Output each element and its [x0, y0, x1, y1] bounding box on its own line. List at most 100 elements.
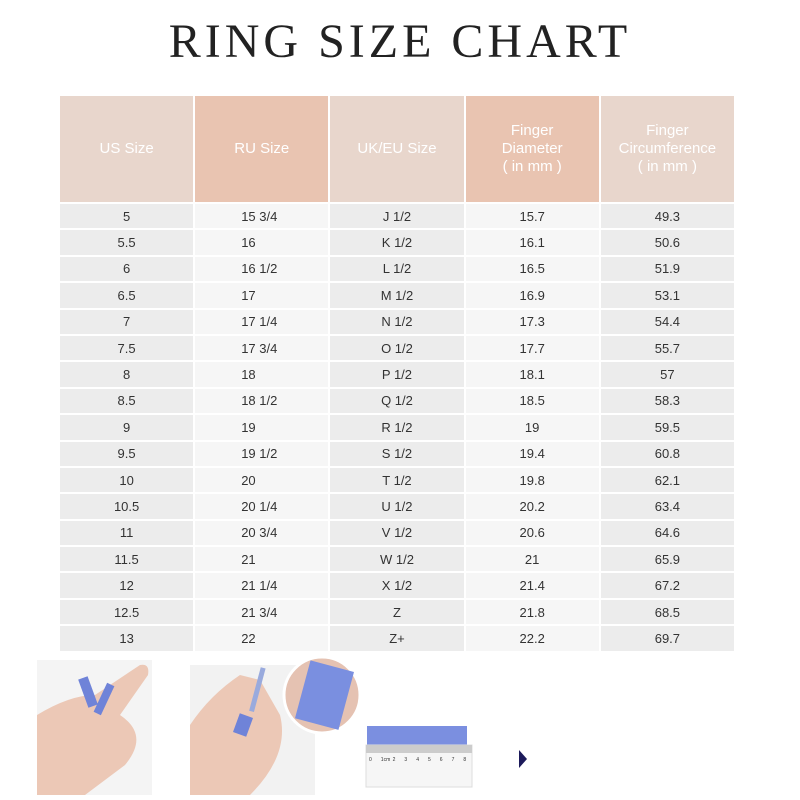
table-cell: 15.7 [465, 204, 599, 229]
table-cell: 62.1 [600, 467, 734, 493]
step1-hand-image [37, 660, 152, 795]
table-cell: 57 [600, 362, 734, 387]
table-cell: 20 1/4 [195, 494, 329, 519]
table-cell: 18 [195, 362, 329, 387]
table-row: 11 20 3/4 V 1/2 20.6 64.6 [60, 520, 734, 546]
arrow-icon [519, 750, 527, 768]
ruler-label: 3 [404, 757, 407, 763]
table-cell: T 1/2 [330, 467, 464, 493]
table-cell: 16.9 [465, 283, 599, 308]
table-cell: 17 3/4 [195, 335, 329, 361]
table-cell: 64.6 [600, 520, 734, 546]
table-cell: 17 1/4 [195, 309, 329, 334]
table-cell: 19 [195, 415, 329, 440]
table-cell: 8 [60, 362, 194, 387]
table-cell: 68.5 [600, 599, 734, 625]
table-cell: 22 [195, 626, 329, 651]
table-cell: 8.5 [60, 388, 194, 414]
table-cell: 55.7 [600, 335, 734, 361]
table-cell: 16 1/2 [195, 256, 329, 282]
ruler-label: 8 [463, 757, 466, 763]
table-cell: 21 1/4 [195, 573, 329, 598]
table-cell: 20.2 [465, 494, 599, 519]
table-cell: 59.5 [600, 415, 734, 440]
table-cell: 9 [60, 415, 194, 440]
table-cell: 16 [195, 230, 329, 255]
table-row: 6 16 1/2 L 1/2 16.5 51.9 [60, 256, 734, 282]
table-row: 11.5 21 W 1/2 21 65.9 [60, 547, 734, 572]
table-cell: 19.8 [465, 467, 599, 493]
column-header: Finger Diameter ( in mm ) [465, 96, 599, 202]
table-cell: R 1/2 [330, 415, 464, 440]
table-cell: K 1/2 [330, 230, 464, 255]
ring-size-table: US Size RU Size UK/EU Size Finger Diameter … [58, 94, 736, 653]
table-cell: 9.5 [60, 441, 194, 466]
table-cell: X 1/2 [330, 573, 464, 598]
table-row: 5.5 16 K 1/2 16.1 50.6 [60, 230, 734, 255]
measurement-instructions: 0 1cm 2 3 4 5 6 7 8 [37, 655, 527, 795]
table-cell: 19 1/2 [195, 441, 329, 466]
table-row: 8.5 18 1/2 Q 1/2 18.5 58.3 [60, 388, 734, 414]
table-row: 13 22 Z+ 22.2 69.7 [60, 626, 734, 651]
table-cell: 11.5 [60, 547, 194, 572]
table-cell: Q 1/2 [330, 388, 464, 414]
ruler-label: 4 [416, 757, 419, 763]
ruler-label: 5 [428, 757, 431, 763]
table-cell: 16.1 [465, 230, 599, 255]
table-cell: 7 [60, 309, 194, 334]
table-row: 5 15 3/4 J 1/2 15.7 49.3 [60, 204, 734, 229]
table-row: 9 19 R 1/2 19 59.5 [60, 415, 734, 440]
table-cell: 50.6 [600, 230, 734, 255]
column-header: RU Size [195, 96, 329, 202]
table-cell: 15 3/4 [195, 204, 329, 229]
table-cell: 60.8 [600, 441, 734, 466]
table-cell: 58.3 [600, 388, 734, 414]
table-cell: 63.4 [600, 494, 734, 519]
table-cell: 16.5 [465, 256, 599, 282]
table-cell: 18 1/2 [195, 388, 329, 414]
table-cell: 6.5 [60, 283, 194, 308]
table-header: US Size RU Size UK/EU Size Finger Diameter … [60, 96, 734, 202]
table-cell: L 1/2 [330, 256, 464, 282]
table-cell: 17.3 [465, 309, 599, 334]
table-cell: 53.1 [600, 283, 734, 308]
table-cell: 20 3/4 [195, 520, 329, 546]
table-cell: 51.9 [600, 256, 734, 282]
table-cell: 12.5 [60, 599, 194, 625]
table-cell: 18.1 [465, 362, 599, 387]
table-cell: Z+ [330, 626, 464, 651]
table-cell: 10.5 [60, 494, 194, 519]
table-cell: 7.5 [60, 335, 194, 361]
ruler-label: 7 [452, 757, 455, 763]
table-row: 12.5 21 3/4 Z 21.8 68.5 [60, 599, 734, 625]
table-cell: 11 [60, 520, 194, 546]
column-header: UK/EU Size [330, 96, 464, 202]
table-cell: 17.7 [465, 335, 599, 361]
ruler-label: 2 [393, 757, 396, 763]
table-cell: 5 [60, 204, 194, 229]
table-cell: 21 [195, 547, 329, 572]
table-cell: P 1/2 [330, 362, 464, 387]
ruler-label: 6 [440, 757, 443, 763]
column-header: Finger Circumference ( in mm ) [600, 96, 734, 202]
table-row: 9.5 19 1/2 S 1/2 19.4 60.8 [60, 441, 734, 466]
table-cell: 67.2 [600, 573, 734, 598]
table-row: 7 17 1/4 N 1/2 17.3 54.4 [60, 309, 734, 334]
ruler-label: 1cm [381, 757, 390, 763]
page-title: RING SIZE CHART [168, 15, 632, 68]
table-row: 6.5 17 M 1/2 16.9 53.1 [60, 283, 734, 308]
table-cell: 5.5 [60, 230, 194, 255]
table-cell: M 1/2 [330, 283, 464, 308]
table-cell: 20 [195, 467, 329, 493]
step3-ruler-image: 0 1cm 2 3 4 5 6 7 8 [365, 726, 473, 788]
table-cell: Z [330, 599, 464, 625]
table-cell: U 1/2 [330, 494, 464, 519]
table-cell: 21.8 [465, 599, 599, 625]
table-cell: 21 3/4 [195, 599, 329, 625]
table-cell: 19 [465, 415, 599, 440]
table-row: 8 18 P 1/2 18.1 57 [60, 362, 734, 387]
table-cell: J 1/2 [330, 204, 464, 229]
table-cell: 6 [60, 256, 194, 282]
table-cell: 17 [195, 283, 329, 308]
table-cell: 21 [465, 547, 599, 572]
